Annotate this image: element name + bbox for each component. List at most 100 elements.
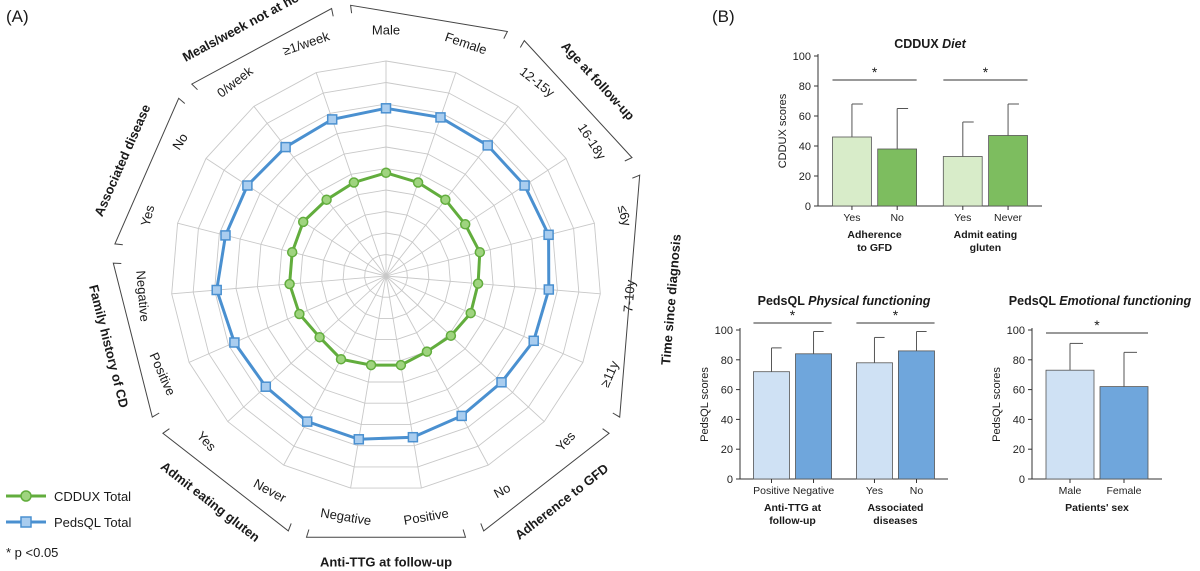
x-group-label: diseases — [873, 515, 918, 527]
radar-category-label: Never — [251, 476, 289, 506]
bar-chart-pedsql-physical: PedsQL Physical functioning 0 20 40 60 80 100 P… — [699, 294, 948, 527]
y-axis-label: PedsQL scores — [699, 367, 711, 442]
x-category-label: Female — [1106, 485, 1141, 497]
pedsql-point — [301, 416, 313, 427]
cddux-point — [459, 219, 471, 230]
radar-category-label: Yes — [194, 428, 220, 454]
radar-category-label: 12-15y — [517, 64, 558, 101]
x-group-label: Adherence — [847, 229, 901, 241]
radar-spoke — [205, 158, 387, 277]
pedsql-point — [242, 180, 253, 191]
x-category-label: Yes — [866, 485, 883, 497]
radar-spoke — [171, 275, 387, 295]
cddux-point — [348, 177, 360, 188]
radar-spoke — [385, 106, 519, 277]
radar-category-label: Female — [443, 29, 489, 57]
bar — [832, 136, 872, 207]
bar-chart-title: PedsQL Physical functioning — [758, 294, 931, 308]
panel-label-a: (A) — [6, 7, 29, 26]
cddux-point — [380, 167, 392, 179]
significance-star: * — [790, 307, 796, 323]
pedsql-series-line — [215, 106, 551, 441]
radar-category-label: Positive — [147, 350, 179, 398]
radar-category-label: Yes — [553, 428, 579, 454]
radar-group-bracket — [519, 39, 633, 162]
x-category-label: No — [910, 485, 924, 497]
pedsql-point — [496, 377, 507, 388]
significance-star: * — [1094, 317, 1100, 333]
radar-group-label: Associated disease — [91, 102, 153, 219]
radar-legend: CDDUX Total PedsQL Total * p <0.05 — [6, 489, 131, 560]
x-group-label: follow-up — [769, 515, 816, 527]
radar-category-label: ≥1/week — [281, 28, 332, 58]
cddux-point — [474, 246, 486, 258]
legend-pedsql-label: PedsQL Total — [54, 515, 131, 530]
radar-spoke — [385, 275, 489, 466]
x-category-label: Yes — [954, 212, 971, 224]
x-category-label: Negative — [793, 485, 835, 497]
radar-group-label: Time since diagnosis — [658, 234, 684, 366]
x-category-label: Male — [1059, 485, 1082, 497]
bar — [1099, 386, 1149, 480]
radar-grid-ring — [192, 82, 580, 468]
radar-spoke — [283, 275, 387, 466]
radar-group-bracket — [480, 428, 610, 532]
cddux-point — [286, 246, 298, 258]
y-tick-label: 40 — [1013, 414, 1025, 426]
bar — [753, 371, 790, 480]
bar-chart-title: CDDUX Diet — [894, 37, 966, 51]
legend-cddux-label: CDDUX Total — [54, 489, 131, 504]
y-axis-label: PedsQL scores — [991, 367, 1003, 442]
radar-spoke — [385, 275, 545, 422]
pedsql-point — [220, 230, 231, 241]
bar — [898, 350, 935, 480]
cddux-point — [365, 359, 377, 371]
y-tick-label: 60 — [1013, 385, 1025, 397]
y-tick-label: 20 — [799, 171, 811, 183]
radar-spoke — [350, 275, 387, 489]
y-tick-label: 80 — [1013, 355, 1025, 367]
cddux-point — [321, 194, 332, 205]
x-group-label: Associated — [867, 502, 923, 514]
cddux-point — [294, 308, 305, 320]
radar-spoke — [253, 106, 387, 277]
radar-group-label: Family history of CD — [86, 283, 132, 409]
radar-category-label: No — [169, 130, 191, 152]
bar-chart-cddux-diet: CDDUX Diet 0 20 40 60 80 100 CDDUX scores Yes No Y… — [777, 37, 1042, 254]
y-tick-label: 40 — [799, 141, 811, 153]
pedsql-point — [229, 337, 240, 348]
radar-group-label: Sex — [421, 0, 447, 1]
cddux-point — [445, 330, 457, 341]
y-tick-label: 20 — [721, 444, 733, 456]
radar-category-label: Negative — [133, 270, 152, 322]
radar-group-bracket — [350, 4, 509, 39]
radar-grid-ring — [171, 60, 601, 489]
x-group-label: to GFD — [857, 242, 892, 254]
radar-group-label: Admit eating gluten — [158, 458, 263, 544]
radar-chart: Male Female12-15y16-18y≤6y7-10y≥11yYesNoP… — [86, 0, 684, 569]
radar-category-label: No — [491, 480, 513, 501]
radar-spoke — [385, 222, 595, 277]
radar-group-bracket — [305, 529, 467, 538]
x-group-label: Admit eating — [954, 229, 1018, 241]
bar-chart-title-italic: Emotional functioning — [1059, 294, 1191, 308]
radar-group-bracket — [114, 97, 186, 246]
pedsql-point — [528, 335, 539, 347]
radar-spoke — [177, 222, 387, 277]
pedsql-point — [435, 112, 446, 123]
y-axis-label: CDDUX scores — [777, 93, 789, 168]
cddux-point — [421, 346, 433, 357]
radar-spoke — [385, 72, 457, 277]
bar-chart-pedsql-emotional: PedsQL Emotional functioning 0 20 40 60 80 100… — [991, 294, 1192, 514]
radar-category-label: ≤6y — [615, 204, 635, 228]
radar-spoke — [385, 275, 584, 363]
radar-group-label: Age at follow-up — [558, 39, 638, 124]
y-tick-label: 80 — [799, 81, 811, 93]
radar-category-label: 7-10y — [620, 279, 638, 313]
cddux-point — [284, 278, 295, 290]
pedsql-point — [380, 103, 392, 114]
pedsql-point — [543, 229, 554, 241]
radar-spoke — [385, 275, 422, 489]
radar-group-bracket — [162, 428, 292, 532]
radar-category-label: Negative — [319, 505, 372, 528]
